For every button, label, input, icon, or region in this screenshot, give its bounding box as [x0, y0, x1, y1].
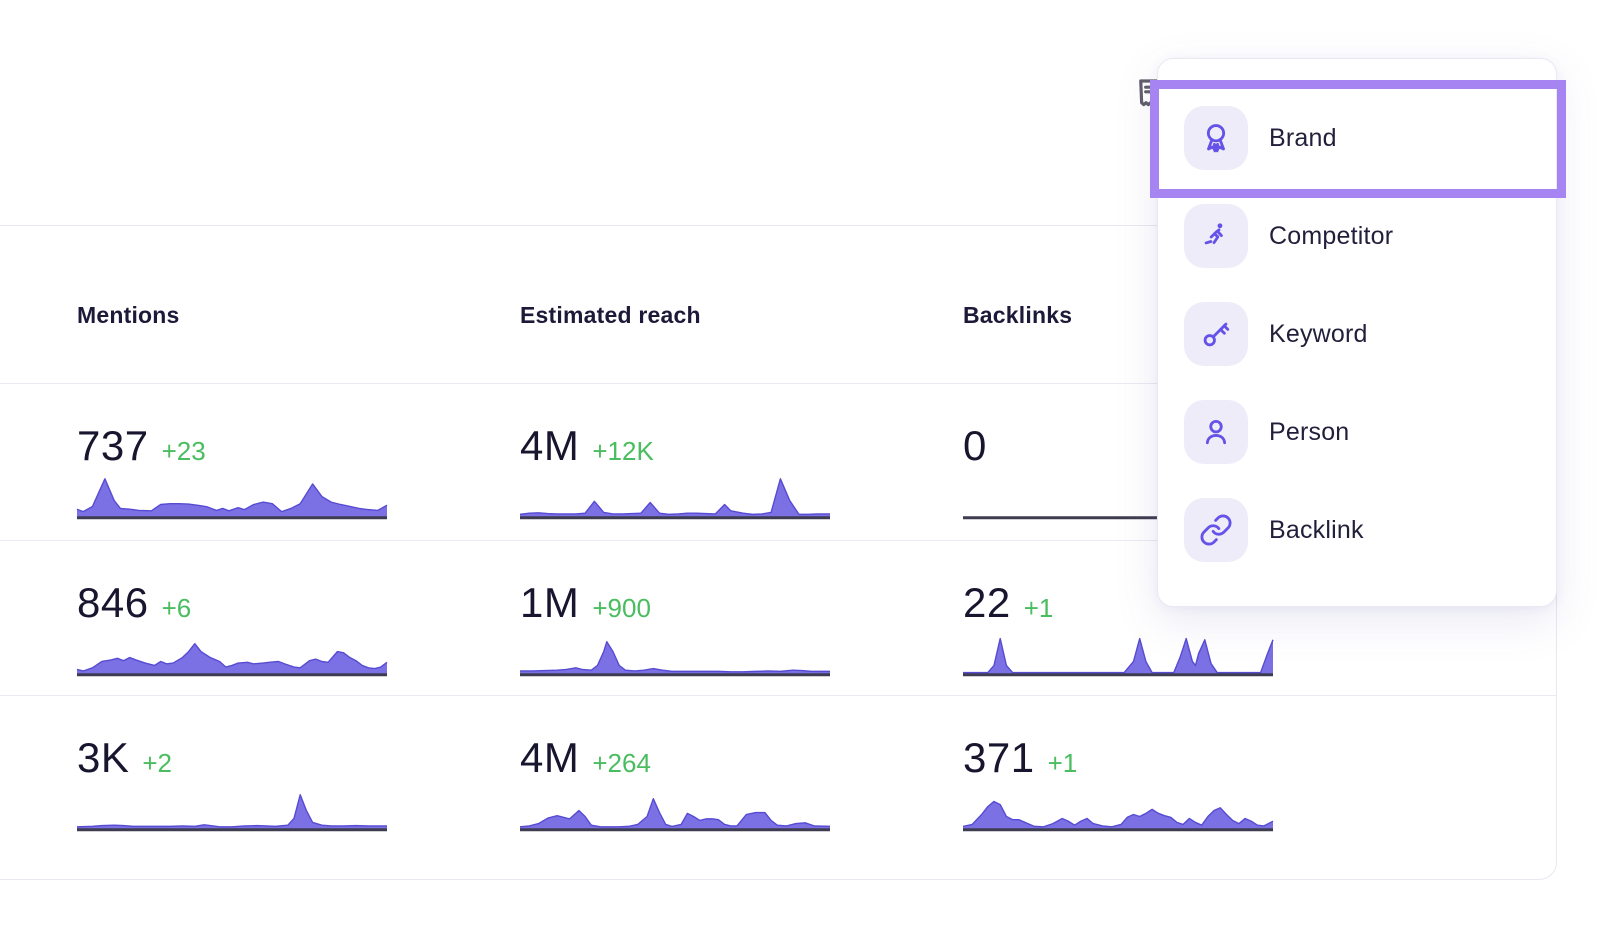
sparkline-chart: [520, 474, 830, 522]
metric-value: 3K: [77, 734, 130, 781]
dropdown-item-backlink[interactable]: Backlink: [1184, 498, 1556, 562]
dropdown-item-keyword[interactable]: Keyword: [1184, 302, 1556, 366]
metric-delta: +900: [592, 593, 651, 623]
metric-delta: +1: [1023, 593, 1054, 623]
estimated-reach-cell: 1M +900: [520, 541, 830, 695]
metric-value: 846: [77, 579, 149, 626]
award-icon: [1184, 106, 1248, 170]
runner-icon: [1184, 204, 1248, 268]
person-icon: [1184, 400, 1248, 464]
dropdown-item-label: Backlink: [1269, 515, 1364, 544]
metric-value: 4M: [520, 734, 580, 781]
table-row: 737 +23 4M +12K 0: [0, 384, 1556, 541]
backlinks-cell: 371 +1: [963, 696, 1273, 879]
metric-delta: +6: [161, 593, 192, 623]
dropdown-item-person[interactable]: Person: [1184, 400, 1556, 464]
metric-delta: +1: [1047, 748, 1078, 778]
dropdown-item-label: Keyword: [1269, 319, 1368, 348]
estimated-reach-cell: 4M +12K: [520, 384, 830, 540]
dropdown-item-label: Person: [1269, 417, 1350, 446]
metric-delta: +2: [142, 748, 173, 778]
table-header-row: Mentions Estimated reach Backlinks: [0, 226, 1556, 384]
sparkline-chart: [77, 474, 387, 522]
metric-value: 22: [963, 579, 1011, 626]
sparkline-chart: [963, 631, 1273, 679]
mentions-cell: 3K +2: [77, 696, 387, 879]
metric-value: 371: [963, 734, 1035, 781]
metric-delta: +12K: [592, 436, 654, 466]
link-icon: [1184, 498, 1248, 562]
backlinks-cell: 22 +1: [963, 541, 1273, 695]
mentions-cell: 846 +6: [77, 541, 387, 695]
dropdown-item-label: Competitor: [1269, 221, 1394, 250]
estimated-reach-cell: 4M +264: [520, 696, 830, 879]
dropdown-item-competitor[interactable]: Competitor: [1184, 204, 1556, 268]
metric-delta: +264: [592, 748, 651, 778]
table-row: 846 +6 1M +900 22 +1: [0, 541, 1556, 696]
sparkline-chart: [520, 786, 830, 834]
column-header-backlinks: Backlinks: [963, 302, 1073, 328]
metric-delta: +23: [161, 436, 206, 466]
sparkline-chart: [77, 786, 387, 834]
dropdown-item-label: Brand: [1269, 123, 1337, 152]
key-icon: [1184, 302, 1248, 366]
sparkline-chart: [963, 786, 1273, 834]
sparkline-chart: [520, 631, 830, 679]
column-header-mentions: Mentions: [77, 302, 180, 328]
metric-value: 1M: [520, 579, 580, 626]
entity-type-dropdown: Brand Competitor Keyword: [1150, 58, 1566, 607]
mentions-cell: 737 +23: [77, 384, 387, 540]
metric-value: 737: [77, 422, 149, 469]
dropdown-item-brand[interactable]: Brand: [1184, 106, 1556, 170]
table-row: 3K +2 4M +264 371 +1: [0, 696, 1556, 879]
metric-value: 0: [963, 422, 987, 469]
sparkline-chart: [77, 631, 387, 679]
column-header-estimated-reach: Estimated reach: [520, 302, 701, 328]
metric-value: 4M: [520, 422, 580, 469]
